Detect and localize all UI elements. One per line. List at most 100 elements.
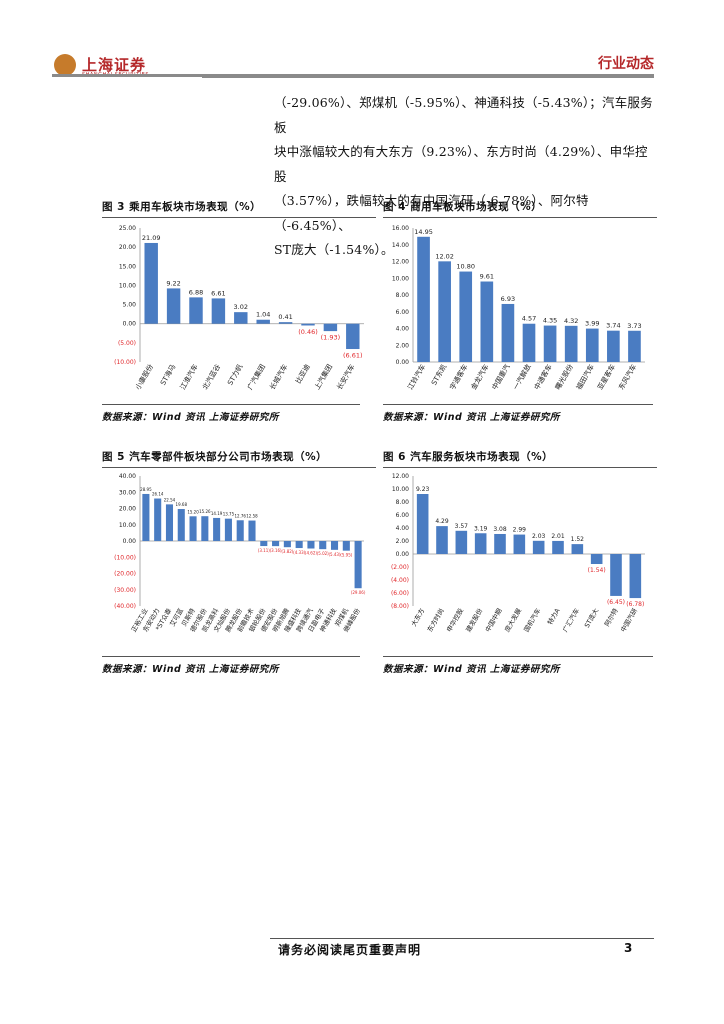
data-label: 3.02 bbox=[234, 303, 248, 311]
figure-title: 图 5 汽车零部件板块部分公司市场表现（%） bbox=[102, 451, 328, 463]
chart-figure-3: 25.00 20.00 15.00 10.00 5.00 0.00 (5.00) (10.00… bbox=[114, 225, 364, 392]
data-label: 2.99 bbox=[513, 527, 527, 534]
data-label: (6.45) bbox=[607, 599, 625, 606]
footer-disclaimer: 请务必阅读尾页重要声明 bbox=[278, 943, 422, 957]
paragraph-line: 块中涨幅较大的有大东方（9.23%）、东方时尚（4.29%）、申华控股 bbox=[274, 144, 648, 184]
data-label: 3.19 bbox=[474, 525, 488, 532]
y-tick-label: 20.00 bbox=[119, 506, 136, 513]
data-label: 15.26 bbox=[199, 509, 211, 514]
y-tick-label: 10.00 bbox=[119, 522, 136, 529]
bar bbox=[307, 541, 315, 549]
data-label: 4.57 bbox=[522, 315, 536, 323]
category-label: 申华控股 bbox=[444, 606, 465, 633]
category-label: 长安汽车 bbox=[335, 363, 357, 392]
bar bbox=[295, 541, 303, 549]
category-label: ST力帆 bbox=[225, 363, 244, 387]
paragraph-line: （3.57%），跌幅较大的有中国汽研（-6.78%）、阿尔特（-6.45%）、 bbox=[274, 193, 589, 233]
y-tick-label: 5.00 bbox=[123, 302, 137, 309]
category-label: 广汇汽车 bbox=[560, 606, 581, 633]
y-tick-label: (8.00) bbox=[391, 603, 409, 610]
data-label: 6.61 bbox=[211, 289, 225, 297]
bar bbox=[532, 540, 545, 554]
data-label: 4.29 bbox=[435, 518, 449, 525]
bar bbox=[590, 554, 603, 565]
bar bbox=[552, 540, 564, 554]
y-tick-label: (5.00) bbox=[118, 340, 136, 347]
y-tick-label: 0.00 bbox=[123, 538, 137, 545]
data-label: 1.04 bbox=[256, 311, 270, 319]
category-label: 小康股份 bbox=[133, 363, 155, 392]
y-tick-label: 14.00 bbox=[392, 242, 409, 249]
bar bbox=[513, 534, 526, 554]
figure-title-rule bbox=[102, 467, 376, 468]
category-label: ST海马 bbox=[158, 363, 177, 387]
y-tick-label: 6.00 bbox=[396, 309, 410, 316]
bar bbox=[459, 271, 473, 362]
category-label: 福田汽车 bbox=[574, 363, 596, 392]
figure-3: 图 3 乘用车板块市场表现（%） 25.00 20.00 15.00 10.00 5.0… bbox=[102, 199, 376, 406]
figure-title-rule bbox=[383, 217, 657, 218]
y-tick-label: 16.00 bbox=[392, 225, 409, 232]
figure-source: 数据来源：Wind 资讯 上海证券研究所 bbox=[102, 412, 279, 423]
bar bbox=[571, 544, 584, 554]
category-label: 宇通客车 bbox=[448, 363, 470, 392]
category-label: 长城汽车 bbox=[268, 363, 290, 392]
data-label: 19.68 bbox=[176, 502, 188, 507]
bar bbox=[455, 530, 468, 554]
bar bbox=[564, 325, 578, 362]
bar bbox=[301, 323, 315, 326]
category-label: 中通客车 bbox=[532, 363, 554, 392]
y-tick-label: 0.00 bbox=[396, 551, 410, 558]
bar bbox=[585, 328, 599, 362]
y-tick-label: (10.00) bbox=[114, 554, 136, 561]
data-label: (1.54) bbox=[588, 567, 606, 574]
data-label: 3.08 bbox=[493, 526, 507, 533]
bar bbox=[234, 312, 248, 324]
bar bbox=[236, 520, 244, 541]
y-tick-label: 8.00 bbox=[396, 499, 410, 506]
bar bbox=[480, 281, 494, 362]
source-rule bbox=[102, 656, 360, 657]
bar bbox=[165, 504, 174, 541]
bar bbox=[501, 303, 515, 362]
y-tick-label: 10.00 bbox=[392, 486, 409, 493]
data-label: 3.74 bbox=[606, 322, 620, 330]
bar bbox=[278, 322, 293, 324]
bar bbox=[189, 297, 203, 324]
data-label: 13.75 bbox=[223, 512, 235, 517]
bar bbox=[213, 517, 221, 541]
category-label: 比亚迪 bbox=[293, 363, 311, 386]
bar bbox=[417, 236, 430, 362]
bar bbox=[610, 554, 622, 596]
data-label: 21.09 bbox=[142, 234, 161, 242]
category-label: ST东凯 bbox=[429, 363, 448, 387]
data-label: (0.46) bbox=[298, 328, 318, 336]
bar bbox=[189, 516, 197, 541]
figure-title: 图 3 乘用车板块市场表现（%） bbox=[102, 201, 262, 213]
data-label: (4.62) bbox=[305, 551, 317, 556]
figure-title-rule bbox=[383, 467, 657, 468]
y-tick-label: (40.00) bbox=[114, 603, 136, 610]
bar bbox=[522, 323, 536, 362]
y-tick-label: 2.00 bbox=[396, 342, 410, 349]
bar bbox=[260, 541, 268, 547]
bar bbox=[342, 541, 350, 551]
data-label: 12.02 bbox=[435, 252, 454, 260]
category-label: 中国中期 bbox=[483, 606, 504, 633]
category-label: 亚星客车 bbox=[595, 363, 617, 392]
data-label: 4.35 bbox=[543, 317, 557, 325]
footer-divider bbox=[270, 938, 654, 939]
bar bbox=[166, 288, 181, 324]
data-label: (5.02) bbox=[317, 551, 329, 556]
data-label: 4.32 bbox=[564, 317, 578, 325]
header-divider-thin bbox=[202, 77, 654, 78]
y-tick-label: 10.00 bbox=[119, 282, 136, 289]
data-label: (5.95) bbox=[340, 553, 352, 558]
data-label: 22.54 bbox=[164, 497, 176, 502]
data-label: (3.16) bbox=[270, 548, 282, 553]
body-paragraph: （-29.06%）、郑煤机（-5.95%）、神通科技（-5.43%）；汽车服务板… bbox=[274, 91, 654, 263]
chart-figure-5: 40.00 30.00 20.00 10.00 0.00 (10.00) (20.00) (3… bbox=[114, 473, 366, 634]
y-tick-label: 0.00 bbox=[396, 359, 410, 366]
data-label: (6.78) bbox=[626, 601, 644, 608]
figure-title: 图 4 商用车板块市场表现（%） bbox=[383, 201, 543, 213]
